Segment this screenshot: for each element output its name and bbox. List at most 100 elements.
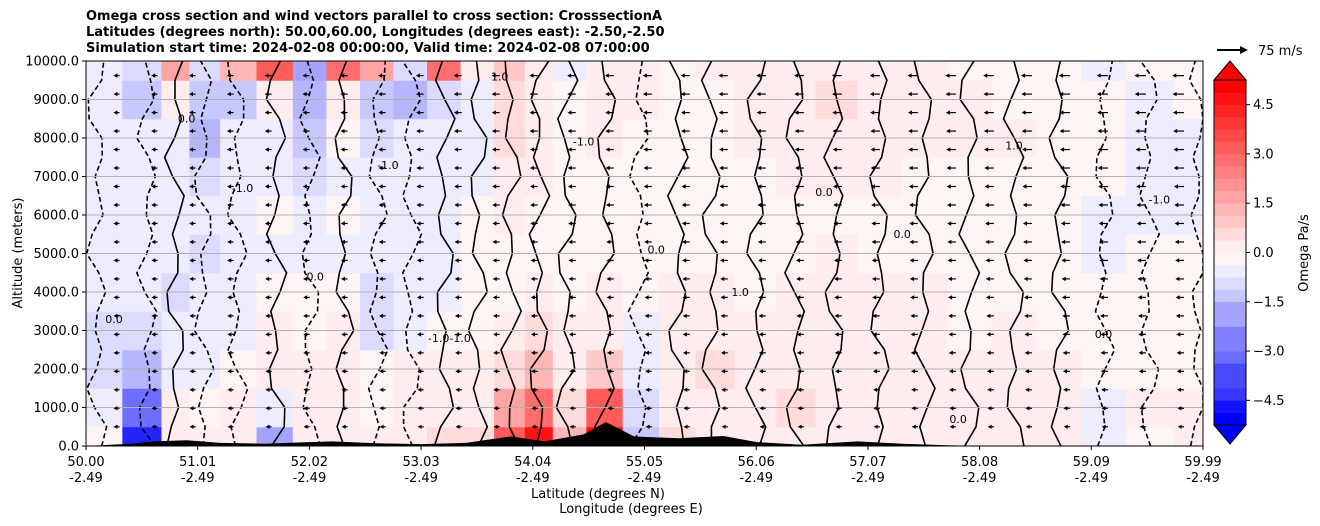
wind-vector-head xyxy=(529,110,534,115)
x-tick-label-lon: -2.49 xyxy=(1186,471,1220,486)
wind-vector-head xyxy=(757,184,762,189)
wind-vector-head xyxy=(1022,184,1027,189)
colorbar-band xyxy=(1214,375,1246,389)
wind-vector-head xyxy=(871,258,876,263)
wind-vector-head xyxy=(949,406,954,411)
x-axis-label-longitude: Longitude (degrees E) xyxy=(559,502,703,517)
omega-cell xyxy=(122,61,162,81)
contour-label: 0.0 xyxy=(105,313,123,326)
wind-vector-head xyxy=(1138,332,1143,337)
wind-vector-head xyxy=(869,73,874,78)
wind-vector-head xyxy=(1023,276,1028,282)
wind-vector-head xyxy=(871,202,876,208)
wind-vector-head xyxy=(189,128,194,134)
wind-vector-head xyxy=(1023,239,1028,245)
x-tick-label-lon: -2.49 xyxy=(851,471,885,486)
wind-vector-head xyxy=(569,350,574,355)
wind-vector-head xyxy=(416,258,421,263)
wind-vector-head xyxy=(986,350,991,355)
wind-vector-head xyxy=(417,332,422,337)
wind-vector-head xyxy=(908,110,912,115)
wind-vector-head xyxy=(757,239,762,245)
wind-vector-head xyxy=(379,369,384,374)
wind-vector-head xyxy=(871,184,875,189)
contour-label: 0.0 xyxy=(178,113,196,126)
colorbar-label: Omega Pa/s xyxy=(1297,214,1312,292)
wind-vector-head xyxy=(796,276,801,282)
wind-vector-head xyxy=(302,73,307,78)
wind-vector-head xyxy=(1061,239,1066,245)
wind-vector-head xyxy=(1135,147,1140,152)
y-tick-label: 3000.0 xyxy=(34,324,80,339)
wind-vector-head xyxy=(492,295,497,300)
wind-vector-head xyxy=(1176,350,1181,355)
wind-vector-head xyxy=(416,202,421,208)
wind-vector-head xyxy=(1060,165,1065,171)
wind-vector-head xyxy=(113,313,118,319)
x-tick-label-lon: -2.49 xyxy=(181,471,215,486)
wind-vector-head xyxy=(226,128,231,134)
contour-label: -1.0 xyxy=(377,159,398,172)
wind-vector-head xyxy=(341,276,345,282)
wind-vector-head xyxy=(1062,350,1067,355)
wind-vector-head xyxy=(718,73,723,78)
wind-vector-head xyxy=(720,295,725,300)
wind-vector-head xyxy=(1100,332,1105,337)
wind-vector-head xyxy=(530,184,535,189)
wind-vector-head xyxy=(1097,147,1102,152)
x-tick-label-lat: 53.03 xyxy=(402,455,439,470)
wind-vector-head xyxy=(872,276,876,282)
wind-vector-head xyxy=(189,73,193,78)
colorbar-band xyxy=(1214,314,1246,327)
wind-vector-head xyxy=(113,276,118,282)
wind-vector-head xyxy=(151,91,156,97)
wind-vector-head xyxy=(987,406,992,411)
wind-vector-head xyxy=(492,258,497,263)
x-tick-label-lat: 52.02 xyxy=(291,455,328,470)
wind-vector-head xyxy=(303,239,307,245)
wind-vector-head xyxy=(1135,128,1140,134)
wind-vector-head xyxy=(832,110,837,115)
omega-contour-line xyxy=(367,61,389,446)
wind-vector-head xyxy=(1096,73,1101,78)
colorbar-band xyxy=(1214,190,1246,204)
wind-vector-head xyxy=(265,239,270,245)
wind-vector-head xyxy=(491,91,496,97)
y-axis-label: Altitude (meters) xyxy=(11,198,26,309)
wind-vector-head xyxy=(530,221,535,226)
wind-vector-head xyxy=(113,202,118,208)
wind-vector-head xyxy=(948,295,953,300)
wind-vector-head xyxy=(1134,73,1139,78)
contour-label: 1.0 xyxy=(1005,140,1023,153)
wind-vector-head xyxy=(870,128,875,134)
wind-vector-head xyxy=(1021,110,1026,115)
wind-vector-head xyxy=(1058,73,1063,78)
wind-vector-head xyxy=(795,184,800,189)
wind-vector-head xyxy=(1099,295,1104,300)
wind-vector-head xyxy=(908,147,913,152)
wind-vector-head xyxy=(417,424,422,429)
omega-cell xyxy=(292,426,327,446)
wind-vector-head xyxy=(492,202,497,208)
omega-cell xyxy=(902,426,948,446)
wind-vector-head xyxy=(871,239,876,245)
wind-vector-head xyxy=(378,258,383,263)
x-tick-label-lon: -2.49 xyxy=(293,471,327,486)
wind-vector-head xyxy=(1025,387,1030,392)
wind-vector-head xyxy=(911,424,916,429)
wind-vector-head xyxy=(1024,369,1029,374)
y-tick-label: 6000.0 xyxy=(34,209,80,224)
wind-vector-head xyxy=(416,147,421,152)
x-tick-label-lon: -2.49 xyxy=(963,471,997,486)
wind-vector-head xyxy=(265,295,270,300)
wind-vector-head xyxy=(340,239,345,245)
wind-vector-head xyxy=(264,73,269,78)
wind-vector-head xyxy=(340,147,345,152)
wind-vector-head xyxy=(870,91,874,97)
wind-vector-head xyxy=(341,258,345,263)
wind-vector-head xyxy=(493,424,498,429)
wind-vector-head xyxy=(302,128,307,134)
x-tick-label-lat: 59.99 xyxy=(1184,455,1221,470)
wind-vector-head xyxy=(530,202,535,208)
wind-vector-head xyxy=(720,258,725,263)
